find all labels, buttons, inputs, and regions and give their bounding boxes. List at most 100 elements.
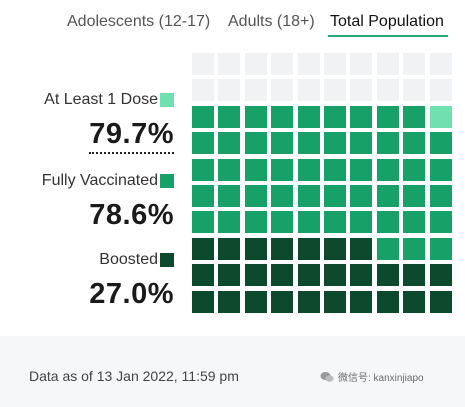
waffle-cell-boosted: [297, 264, 320, 287]
waffle-cell-fully-vaccinated: [403, 211, 426, 234]
waffle-cell-boosted: [403, 290, 426, 313]
waffle-cell-fully-vaccinated: [429, 185, 452, 207]
waffle-cell-fully-vaccinated: [271, 158, 294, 181]
waffle-cell-fully-vaccinated: [350, 132, 373, 155]
waffle-cell-empty: [244, 53, 267, 75]
waffle-cell-boosted: [244, 290, 267, 313]
waffle-cell-fully-vaccinated: [324, 132, 346, 155]
legend-swatch-at-least-1-dose: [160, 93, 174, 107]
waffle-cell-fully-vaccinated: [192, 185, 214, 207]
waffle-cell-boosted: [192, 290, 214, 313]
waffle-cell-fully-vaccinated: [324, 105, 346, 128]
waffle-cell-fully-vaccinated: [192, 211, 214, 234]
waffle-cell-fully-vaccinated: [271, 211, 294, 234]
wechat-icon: [320, 371, 334, 383]
waffle-cell-boosted: [297, 237, 320, 260]
waffle-cell-fully-vaccinated: [297, 158, 320, 181]
waffle-cell-fully-vaccinated: [297, 185, 320, 207]
waffle-cell-boosted: [218, 237, 241, 260]
waffle-cell-fully-vaccinated: [350, 211, 373, 234]
waffle-cell-empty: [429, 79, 452, 102]
waffle-cell-fully-vaccinated: [244, 132, 267, 155]
waffle-cell-boosted: [271, 264, 294, 287]
waffle-cell-empty: [376, 79, 399, 102]
legend-label-at-least-1-dose: At Least 1 Dose: [44, 91, 158, 108]
value-fully-vaccinated: 78.6%: [89, 199, 174, 231]
waffle-cell-fully-vaccinated: [297, 105, 320, 128]
waffle-cell-fully-vaccinated: [218, 105, 241, 128]
waffle-cell-fully-vaccinated: [271, 185, 294, 207]
waffle-cell-empty: [297, 53, 320, 75]
waffle-cell-boosted: [324, 264, 346, 287]
waffle-cell-boosted: [350, 290, 373, 313]
waffle-cell-boosted: [403, 264, 426, 287]
legend-label-boosted: Boosted: [99, 251, 158, 268]
waffle-cell-boosted: [271, 237, 294, 260]
population-tabs: Adolescents (12-17) Adults (18+) Total P…: [0, 10, 465, 38]
waffle-cell-fully-vaccinated: [403, 132, 426, 155]
legend-swatch-boosted: [160, 253, 174, 267]
waffle-cell-empty: [350, 79, 373, 102]
waffle-cell-fully-vaccinated: [244, 185, 267, 207]
waffle-cell-fully-vaccinated: [376, 105, 399, 128]
waffle-cell-boosted: [350, 264, 373, 287]
waffle-cell-fully-vaccinated: [403, 237, 426, 260]
waffle-cell-fully-vaccinated: [376, 132, 399, 155]
waffle-cell-fully-vaccinated: [429, 132, 452, 155]
waffle-cell-empty: [324, 53, 346, 75]
waffle-cell-empty: [324, 79, 346, 102]
waffle-cell-fully-vaccinated: [244, 211, 267, 234]
waffle-cell-boosted: [271, 290, 294, 313]
value-boosted: 27.0%: [89, 278, 174, 310]
waffle-cell-empty: [218, 79, 241, 102]
waffle-cell-fully-vaccinated: [218, 185, 241, 207]
legend-label-fully-vaccinated: Fully Vaccinated: [41, 172, 158, 189]
waffle-chart: [192, 53, 456, 313]
waffle-cell-boosted: [350, 237, 373, 260]
data-timestamp: Data as of 13 Jan 2022, 11:59 pm: [29, 368, 239, 384]
value-at-least-1-dose: 79.7%: [89, 118, 174, 154]
waffle-cell-empty: [271, 79, 294, 102]
waffle-cell-boosted: [324, 290, 346, 313]
waffle-cell-fully-vaccinated: [297, 211, 320, 234]
waffle-cell-empty: [192, 53, 214, 75]
waffle-cell-boosted: [218, 264, 241, 287]
waffle-cell-fully-vaccinated: [429, 237, 452, 260]
waffle-cell-at-least-1-dose: [429, 105, 452, 128]
waffle-cell-fully-vaccinated: [403, 158, 426, 181]
waffle-cell-fully-vaccinated: [244, 105, 267, 128]
waffle-cell-fully-vaccinated: [192, 132, 214, 155]
waffle-cell-fully-vaccinated: [429, 158, 452, 181]
waffle-cell-fully-vaccinated: [350, 185, 373, 207]
waffle-cell-empty: [218, 53, 241, 75]
waffle-cell-fully-vaccinated: [324, 211, 346, 234]
watermark-text: 微信号: kanxinjiapo: [338, 373, 424, 384]
waffle-cell-boosted: [192, 237, 214, 260]
waffle-cell-fully-vaccinated: [297, 132, 320, 155]
waffle-cell-empty: [403, 79, 426, 102]
waffle-cell-fully-vaccinated: [350, 158, 373, 181]
waffle-cell-fully-vaccinated: [218, 211, 241, 234]
tab-total-population[interactable]: Total Population: [328, 13, 448, 37]
tab-adults[interactable]: Adults (18+): [228, 13, 315, 30]
waffle-cell-fully-vaccinated: [403, 105, 426, 128]
waffle-cell-empty: [376, 53, 399, 75]
waffle-cell-empty: [244, 79, 267, 102]
waffle-cell-boosted: [244, 237, 267, 260]
waffle-cell-fully-vaccinated: [376, 211, 399, 234]
waffle-cell-fully-vaccinated: [271, 105, 294, 128]
waffle-cell-empty: [192, 79, 214, 102]
waffle-cell-fully-vaccinated: [244, 158, 267, 181]
waffle-cell-empty: [297, 79, 320, 102]
waffle-cell-boosted: [429, 264, 452, 287]
tab-adolescents[interactable]: Adolescents (12-17): [67, 13, 211, 30]
legend-swatch-fully-vaccinated: [160, 174, 174, 188]
waffle-cell-boosted: [429, 290, 452, 313]
waffle-cell-fully-vaccinated: [376, 158, 399, 181]
waffle-cell-boosted: [244, 264, 267, 287]
waffle-cell-fully-vaccinated: [324, 158, 346, 181]
waffle-cell-fully-vaccinated: [192, 158, 214, 181]
waffle-cell-fully-vaccinated: [324, 185, 346, 207]
waffle-cell-empty: [271, 53, 294, 75]
waffle-cell-fully-vaccinated: [403, 185, 426, 207]
